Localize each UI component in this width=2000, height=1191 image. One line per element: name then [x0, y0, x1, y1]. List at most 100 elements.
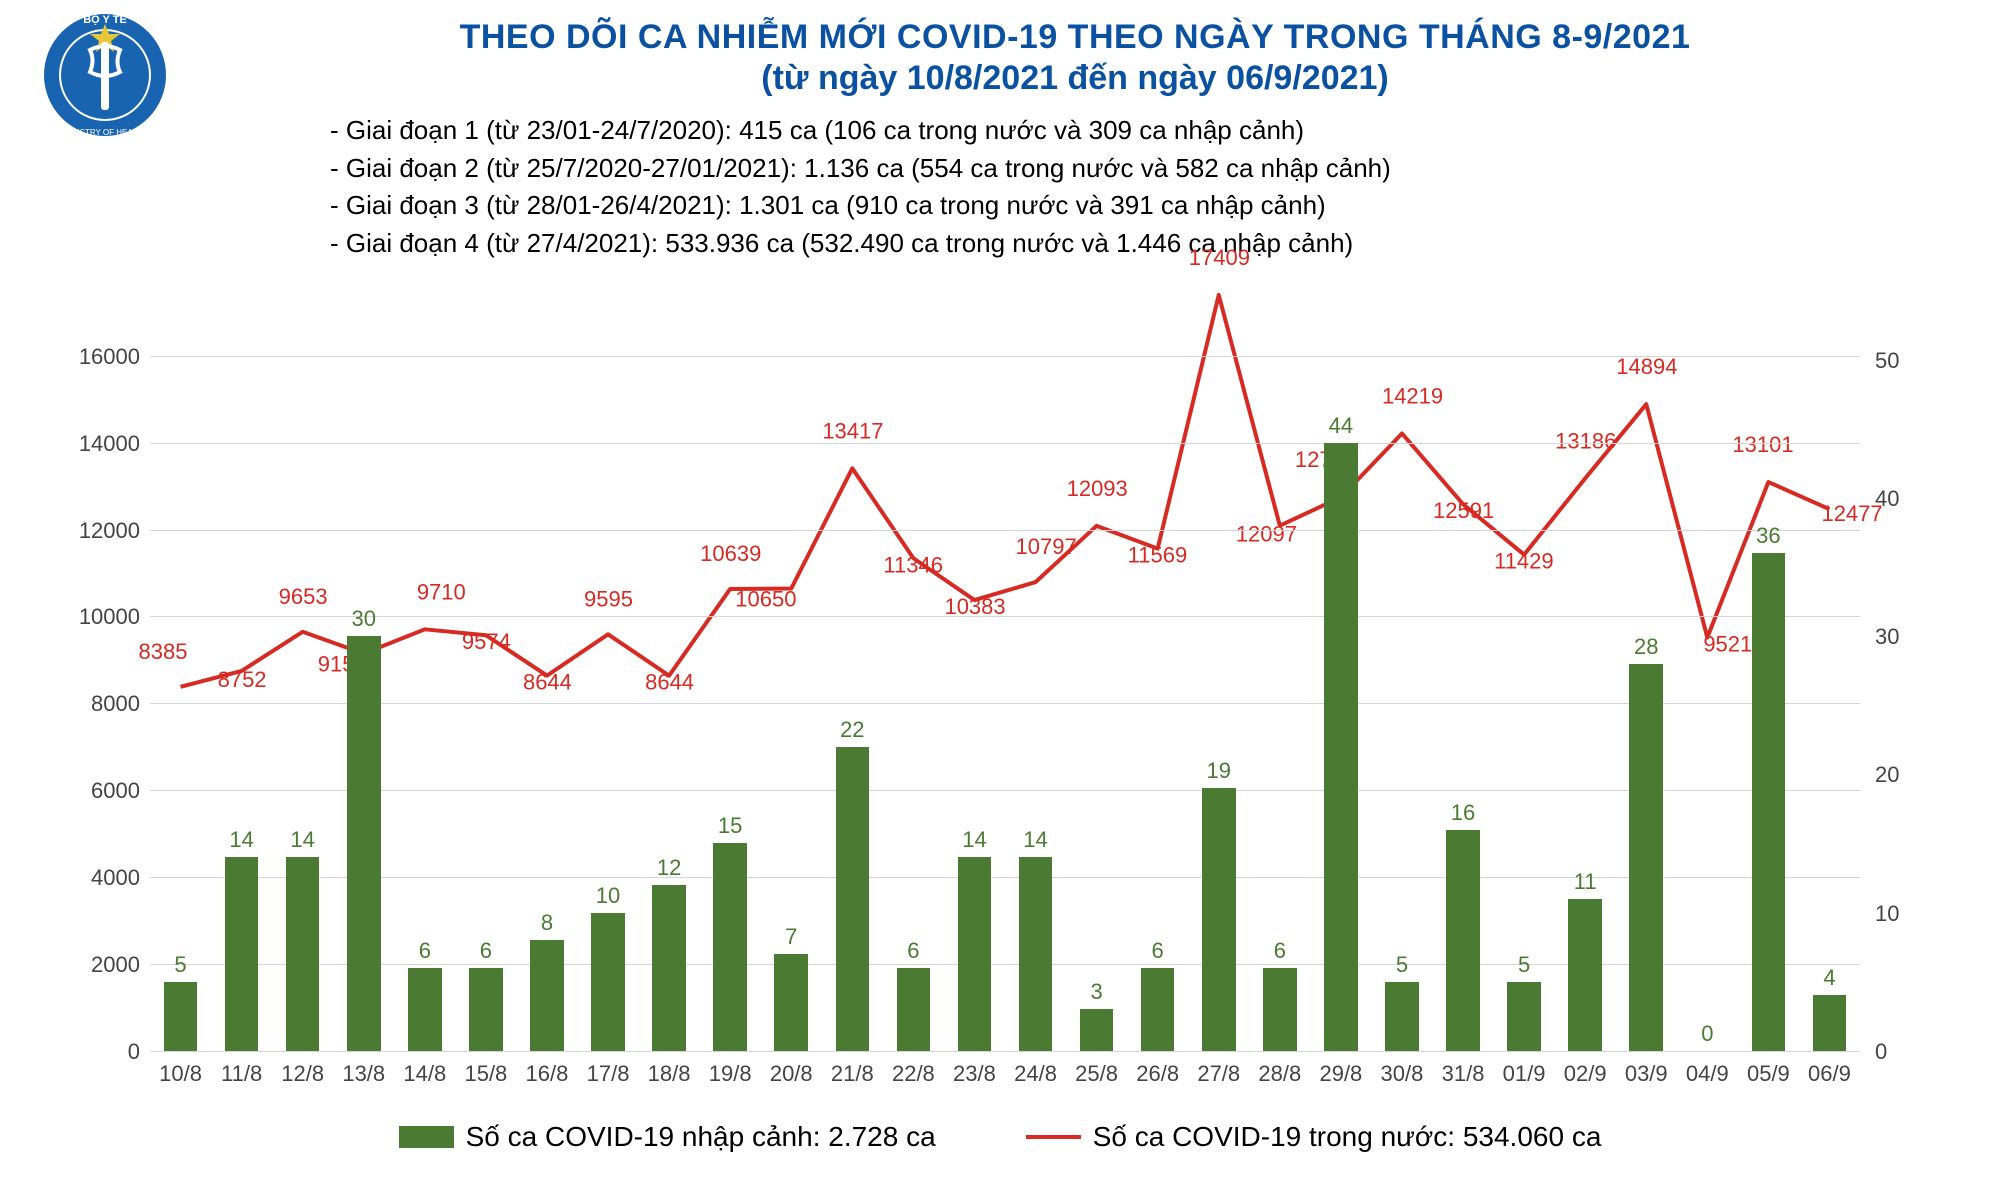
title-block: THEO DÕI CA NHIỄM MỚI COVID-19 THEO NGÀY…: [190, 10, 1960, 263]
chart-container: BỘ Y TẾ MINISTRY OF HEALTH THEO DÕI CA N…: [0, 0, 2000, 1191]
x-tick-label: 01/9: [1503, 1061, 1546, 1087]
x-tick-label: 20/8: [770, 1061, 813, 1087]
bar: [1019, 857, 1053, 1050]
logo-bottom-text: MINISTRY OF HEALTH: [63, 128, 148, 137]
grid-line: [150, 530, 1860, 531]
bar-value-label: 14: [962, 827, 986, 853]
phase-line: - Giai đoạn 3 (từ 28/01-26/4/2021): 1.30…: [330, 187, 1960, 225]
x-tick-label: 27/8: [1197, 1061, 1240, 1087]
grid-line: [150, 703, 1860, 704]
chart-title: THEO DÕI CA NHIỄM MỚI COVID-19 THEO NGÀY…: [190, 18, 1960, 57]
bar-value-label: 10: [596, 883, 620, 909]
line-value-label: 12093: [1067, 476, 1128, 501]
bar: [286, 857, 320, 1050]
bar-value-label: 22: [840, 717, 864, 743]
grid-line: [150, 443, 1860, 444]
line-value-label: 10639: [700, 541, 761, 566]
bar-value-label: 5: [174, 952, 186, 978]
bar: [1446, 830, 1480, 1051]
line-value-label: 12591: [1433, 498, 1494, 523]
bar: [1813, 995, 1847, 1050]
x-tick-label: 21/8: [831, 1061, 874, 1087]
x-tick-label: 06/9: [1808, 1061, 1851, 1087]
bar-value-label: 6: [419, 938, 431, 964]
legend-bar-text: Số ca COVID-19 nhập cảnh: 2.728 ca: [466, 1121, 936, 1153]
x-tick-label: 30/8: [1381, 1061, 1424, 1087]
x-tick-label: 22/8: [892, 1061, 935, 1087]
bar-value-label: 28: [1634, 634, 1658, 660]
y-right-tick: 20: [1875, 762, 1930, 788]
bar: [713, 843, 747, 1050]
chart-area: 8385875296539150971095748644959586441063…: [50, 281, 1950, 1161]
bar: [469, 968, 503, 1051]
line-value-label: 13417: [822, 418, 883, 443]
x-tick-label: 10/8: [159, 1061, 202, 1087]
chart-subtitle: (từ ngày 10/8/2021 đến ngày 06/9/2021): [190, 59, 1960, 98]
bar-value-label: 6: [1152, 938, 1164, 964]
grid-line: [150, 616, 1860, 617]
line-value-label: 10797: [1016, 534, 1077, 559]
bar-value-label: 0: [1701, 1021, 1713, 1047]
ministry-logo-icon: BỘ Y TẾ MINISTRY OF HEALTH: [40, 10, 170, 140]
grid-line: [150, 964, 1860, 965]
bar-value-label: 6: [1274, 938, 1286, 964]
legend-line: Số ca COVID-19 trong nước: 534.060 ca: [1026, 1121, 1602, 1153]
x-tick-label: 18/8: [648, 1061, 691, 1087]
legend-line-text: Số ca COVID-19 trong nước: 534.060 ca: [1093, 1121, 1602, 1153]
grid-line: [150, 1051, 1860, 1052]
line-swatch-icon: [1026, 1135, 1081, 1139]
bar-value-label: 44: [1329, 413, 1353, 439]
bar: [1080, 1009, 1114, 1050]
bar: [591, 913, 625, 1051]
line-value-label: 8752: [218, 667, 267, 692]
x-tick-label: 13/8: [342, 1061, 385, 1087]
bar-value-label: 30: [352, 606, 376, 632]
bar: [1202, 788, 1236, 1051]
x-tick-label: 15/8: [464, 1061, 507, 1087]
y-left-tick: 14000: [60, 431, 140, 457]
bar-value-label: 6: [907, 938, 919, 964]
line-value-label: 9574: [462, 629, 511, 654]
line-value-label: 10383: [944, 594, 1005, 619]
bar: [1385, 982, 1419, 1051]
bar: [1263, 968, 1297, 1051]
line-value-label: 14894: [1616, 354, 1677, 379]
line-value-label: 8385: [139, 639, 188, 664]
bar-value-label: 14: [1023, 827, 1047, 853]
line-value-label: 13186: [1555, 428, 1616, 453]
y-left-tick: 0: [60, 1039, 140, 1065]
line-value-label: 11569: [1128, 542, 1188, 567]
phase-line: - Giai đoạn 2 (từ 25/7/2020-27/01/2021):…: [330, 150, 1960, 188]
x-tick-label: 29/8: [1319, 1061, 1362, 1087]
x-tick-label: 17/8: [587, 1061, 630, 1087]
y-left-tick: 10000: [60, 604, 140, 630]
plot-region: 8385875296539150971095748644959586441063…: [150, 291, 1860, 1051]
y-right-tick: 0: [1875, 1039, 1930, 1065]
bar: [164, 982, 198, 1051]
bar-value-label: 7: [785, 924, 797, 950]
bar-swatch-icon: [399, 1126, 454, 1148]
x-tick-label: 12/8: [281, 1061, 324, 1087]
line-value-label: 13101: [1732, 432, 1793, 457]
bar: [1507, 982, 1541, 1051]
x-tick-label: 23/8: [953, 1061, 996, 1087]
bar-value-label: 14: [290, 827, 314, 853]
line-value-label: 9595: [584, 586, 633, 611]
y-left-tick: 12000: [60, 518, 140, 544]
bar: [225, 857, 259, 1050]
grid-line: [150, 877, 1860, 878]
bar-value-label: 6: [480, 938, 492, 964]
bar: [958, 857, 992, 1050]
x-tick-label: 26/8: [1136, 1061, 1179, 1087]
bar-value-label: 3: [1090, 979, 1102, 1005]
y-right-tick: 10: [1875, 901, 1930, 927]
x-tick-label: 04/9: [1686, 1061, 1729, 1087]
y-right-tick: 50: [1875, 348, 1930, 374]
line-value-label: 14219: [1382, 383, 1443, 408]
x-tick-label: 19/8: [709, 1061, 752, 1087]
x-tick-label: 25/8: [1075, 1061, 1118, 1087]
bar-value-label: 36: [1756, 523, 1780, 549]
line-layer: 8385875296539150971095748644959586441063…: [150, 291, 1860, 1051]
y-left-tick: 6000: [60, 778, 140, 804]
phase-line: - Giai đoạn 4 (từ 27/4/2021): 533.936 ca…: [330, 225, 1960, 263]
